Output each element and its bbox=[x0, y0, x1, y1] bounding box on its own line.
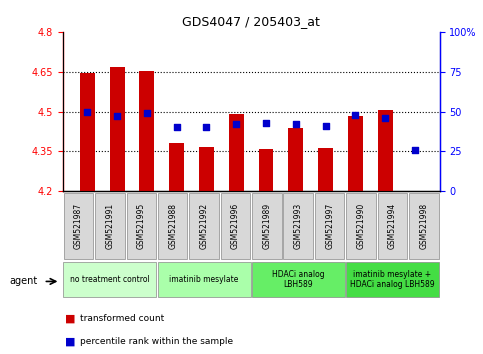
Text: GSM521989: GSM521989 bbox=[262, 202, 271, 249]
Text: GSM521996: GSM521996 bbox=[231, 202, 240, 249]
Text: HDACi analog
LBH589: HDACi analog LBH589 bbox=[272, 270, 325, 289]
Bar bbox=[110, 67, 125, 191]
Point bbox=[143, 110, 151, 116]
Bar bbox=[284, 193, 313, 259]
Text: GSM521995: GSM521995 bbox=[137, 202, 146, 249]
Text: GSM521988: GSM521988 bbox=[168, 203, 177, 249]
Bar bbox=[315, 193, 344, 259]
Bar bbox=[199, 147, 214, 191]
Bar bbox=[346, 193, 376, 259]
Bar bbox=[157, 262, 251, 297]
Text: GSM521994: GSM521994 bbox=[388, 202, 397, 249]
Text: GSM521998: GSM521998 bbox=[419, 202, 428, 249]
Text: GSM521990: GSM521990 bbox=[356, 202, 366, 249]
Point bbox=[203, 125, 211, 130]
Point bbox=[381, 115, 389, 121]
Point bbox=[84, 109, 91, 114]
Bar bbox=[80, 73, 95, 191]
Bar bbox=[169, 143, 184, 191]
Point bbox=[292, 121, 299, 127]
Point bbox=[411, 147, 419, 153]
Point bbox=[352, 112, 359, 118]
Bar bbox=[252, 262, 345, 297]
Text: imatinib mesylate +
HDACi analog LBH589: imatinib mesylate + HDACi analog LBH589 bbox=[350, 270, 435, 289]
Bar bbox=[288, 128, 303, 191]
Bar bbox=[409, 193, 439, 259]
Text: agent: agent bbox=[10, 276, 38, 286]
Text: GSM521993: GSM521993 bbox=[294, 202, 303, 249]
Bar bbox=[63, 262, 156, 297]
Text: no treatment control: no treatment control bbox=[70, 275, 150, 284]
Point bbox=[262, 120, 270, 126]
Point bbox=[322, 123, 329, 129]
Bar bbox=[221, 193, 250, 259]
Point bbox=[232, 121, 240, 127]
Text: GSM521991: GSM521991 bbox=[105, 202, 114, 249]
Text: GSM521992: GSM521992 bbox=[199, 202, 209, 249]
Bar bbox=[140, 71, 155, 191]
Text: GSM521987: GSM521987 bbox=[74, 202, 83, 249]
Bar bbox=[229, 114, 244, 191]
Bar bbox=[127, 193, 156, 259]
Bar bbox=[348, 116, 363, 191]
Point bbox=[114, 113, 121, 119]
Bar bbox=[95, 193, 125, 259]
Bar bbox=[252, 193, 282, 259]
Point bbox=[173, 125, 181, 130]
Bar bbox=[378, 110, 393, 191]
Bar bbox=[378, 193, 407, 259]
Text: ■: ■ bbox=[65, 337, 76, 347]
Text: transformed count: transformed count bbox=[80, 314, 164, 323]
Bar bbox=[258, 149, 273, 191]
Title: GDS4047 / 205403_at: GDS4047 / 205403_at bbox=[182, 15, 320, 28]
Bar bbox=[158, 193, 187, 259]
Text: ■: ■ bbox=[65, 314, 76, 324]
Bar bbox=[346, 262, 439, 297]
Text: percentile rank within the sample: percentile rank within the sample bbox=[80, 337, 233, 346]
Text: imatinib mesylate: imatinib mesylate bbox=[170, 275, 239, 284]
Text: GSM521997: GSM521997 bbox=[325, 202, 334, 249]
Bar bbox=[318, 148, 333, 191]
Bar bbox=[64, 193, 93, 259]
Bar bbox=[189, 193, 219, 259]
